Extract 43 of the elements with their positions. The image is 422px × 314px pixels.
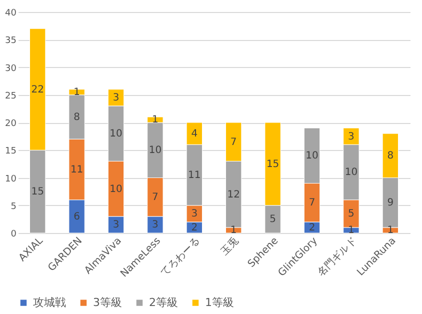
data-label: 7: [152, 192, 158, 204]
data-label: 5: [348, 208, 354, 220]
y-tick-label: 30: [5, 64, 17, 74]
data-label: 2: [308, 222, 316, 234]
legend-label: 1等級: [205, 296, 234, 309]
data-label: 15: [266, 158, 280, 170]
y-tick-label: 15: [5, 146, 16, 157]
data-label: 8: [74, 112, 80, 123]
y-tick-label: 35: [5, 36, 16, 46]
data-label: 22: [31, 84, 44, 96]
data-label: 9: [387, 198, 394, 209]
data-label: 8: [387, 150, 394, 162]
y-tick-label: 40: [5, 8, 17, 18]
data-label: 10: [110, 128, 122, 140]
data-label: 3: [112, 92, 120, 104]
data-label: 3: [112, 220, 120, 231]
y-tick-label: 0: [10, 230, 17, 240]
data-label: 2: [191, 222, 198, 234]
data-label: 10: [306, 150, 318, 162]
data-label: 3: [191, 208, 198, 220]
data-label: 4: [191, 128, 198, 140]
data-label: 3: [152, 220, 158, 231]
data-label: 11: [188, 170, 201, 181]
y-tick-label: 5: [10, 202, 16, 212]
data-label: 12: [227, 189, 240, 200]
data-label: 3: [348, 131, 354, 142]
data-label: 7: [230, 136, 237, 148]
data-label: 15: [31, 186, 44, 198]
data-label: 10: [344, 167, 358, 178]
x-tick-label: 玉兎: [218, 234, 242, 258]
data-label: 6: [74, 211, 80, 222]
y-tick-label: 25: [5, 91, 16, 102]
y-tick-label: 10: [5, 174, 17, 184]
data-label: 7: [308, 198, 316, 209]
x-tick-label: てろわーる: [159, 236, 202, 279]
legend-label: 3等級: [93, 296, 122, 309]
data-label: 11: [70, 164, 84, 176]
legend-label: 2等級: [149, 296, 178, 309]
data-label: 5: [270, 214, 276, 226]
data-label: 10: [110, 184, 122, 195]
y-tick-label: 20: [5, 119, 17, 129]
legend-label: 攻城戦: [33, 296, 66, 309]
data-label: 10: [148, 145, 162, 156]
